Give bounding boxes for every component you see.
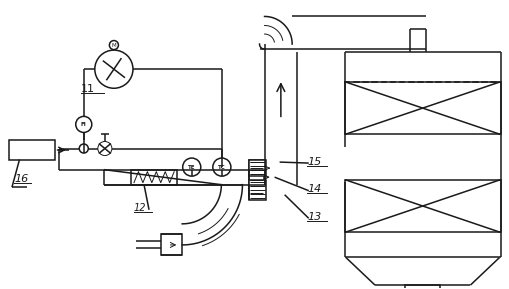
Circle shape (79, 144, 88, 153)
Text: 12: 12 (134, 203, 147, 213)
Text: 14: 14 (307, 184, 322, 194)
Bar (345, 180, 500, 232)
Bar (249, 160, 266, 176)
Bar (405, 285, 440, 289)
Text: TC: TC (218, 165, 225, 170)
Text: 11: 11 (81, 84, 95, 94)
Text: 16: 16 (14, 174, 29, 184)
Circle shape (109, 40, 119, 50)
Circle shape (95, 50, 133, 88)
Bar (345, 82, 500, 134)
Circle shape (213, 158, 231, 176)
Circle shape (183, 158, 201, 176)
Text: 15: 15 (307, 157, 322, 166)
Text: M: M (111, 42, 116, 48)
Text: FI: FI (81, 122, 87, 127)
Bar (10, 140, 54, 160)
Circle shape (76, 116, 92, 132)
Text: TE: TE (188, 165, 195, 170)
Bar (249, 180, 266, 200)
Bar (249, 160, 264, 195)
Bar (161, 234, 182, 255)
Circle shape (98, 142, 112, 155)
Bar (131, 170, 177, 185)
Text: 13: 13 (307, 212, 322, 222)
